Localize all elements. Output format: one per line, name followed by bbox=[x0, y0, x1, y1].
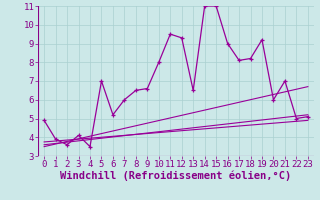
X-axis label: Windchill (Refroidissement éolien,°C): Windchill (Refroidissement éolien,°C) bbox=[60, 171, 292, 181]
